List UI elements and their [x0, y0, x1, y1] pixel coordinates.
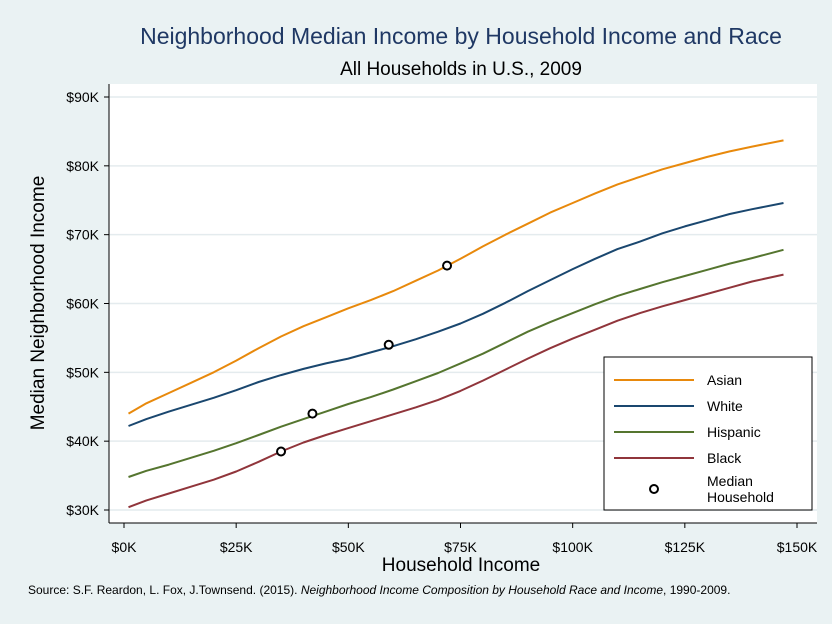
y-tick-label: $30K — [66, 502, 99, 518]
x-tick-label: $50K — [332, 539, 365, 555]
x-tick-label: $100K — [552, 539, 593, 555]
median-household-point — [276, 446, 287, 457]
legend-marker — [649, 484, 659, 494]
y-tick-label: $90K — [66, 89, 99, 105]
series-lines — [128, 139, 784, 509]
x-tick-label: $125K — [665, 539, 706, 555]
x-tick-label: $75K — [444, 539, 477, 555]
series-line-white — [128, 202, 784, 427]
legend-label: Black — [707, 450, 742, 466]
series-line-black — [128, 273, 784, 509]
source-prefix: Source: S.F. Reardon, L. Fox, J.Townsend… — [28, 583, 301, 597]
source-note: Source: S.F. Reardon, L. Fox, J.Townsend… — [28, 583, 730, 597]
y-axis-title: Median Neighborhood Income — [28, 176, 49, 431]
median-household-point — [383, 339, 394, 350]
chart-subtitle: All Households in U.S., 2009 — [340, 59, 582, 80]
legend-label: Asian — [707, 372, 742, 388]
y-tick-label: $50K — [66, 364, 99, 380]
legend-label: Hispanic — [707, 424, 761, 440]
median-household-point — [442, 260, 453, 271]
legend-label: White — [707, 398, 743, 414]
y-tick-label: $40K — [66, 433, 99, 449]
legend-box — [603, 356, 813, 511]
gridlines — [109, 96, 817, 511]
x-axis-title: Household Income — [382, 555, 540, 576]
median-household-point — [307, 408, 318, 419]
x-tick-label: $25K — [220, 539, 253, 555]
y-tick-label: $60K — [66, 296, 99, 312]
series-line-hispanic — [128, 248, 784, 478]
axis-ticks: $30K $40K $50K $60K $70K $80K $90K $0K $25K $50K $… — [66, 89, 818, 555]
y-tick-label: $80K — [66, 158, 99, 174]
y-tick-label: $70K — [66, 227, 99, 243]
source-title: Neighborhood Income Composition by House… — [300, 583, 664, 597]
source-suffix: , 1990-2009. — [663, 583, 731, 597]
median-markers — [276, 260, 453, 457]
legend-label: Median Household — [707, 473, 774, 505]
legend: Asian White Hispanic Black Median Household — [603, 356, 813, 511]
chart-title: Neighborhood Median Income by Household … — [140, 23, 782, 49]
x-tick-label: $0K — [112, 539, 138, 555]
x-tick-label: $150K — [777, 539, 818, 555]
